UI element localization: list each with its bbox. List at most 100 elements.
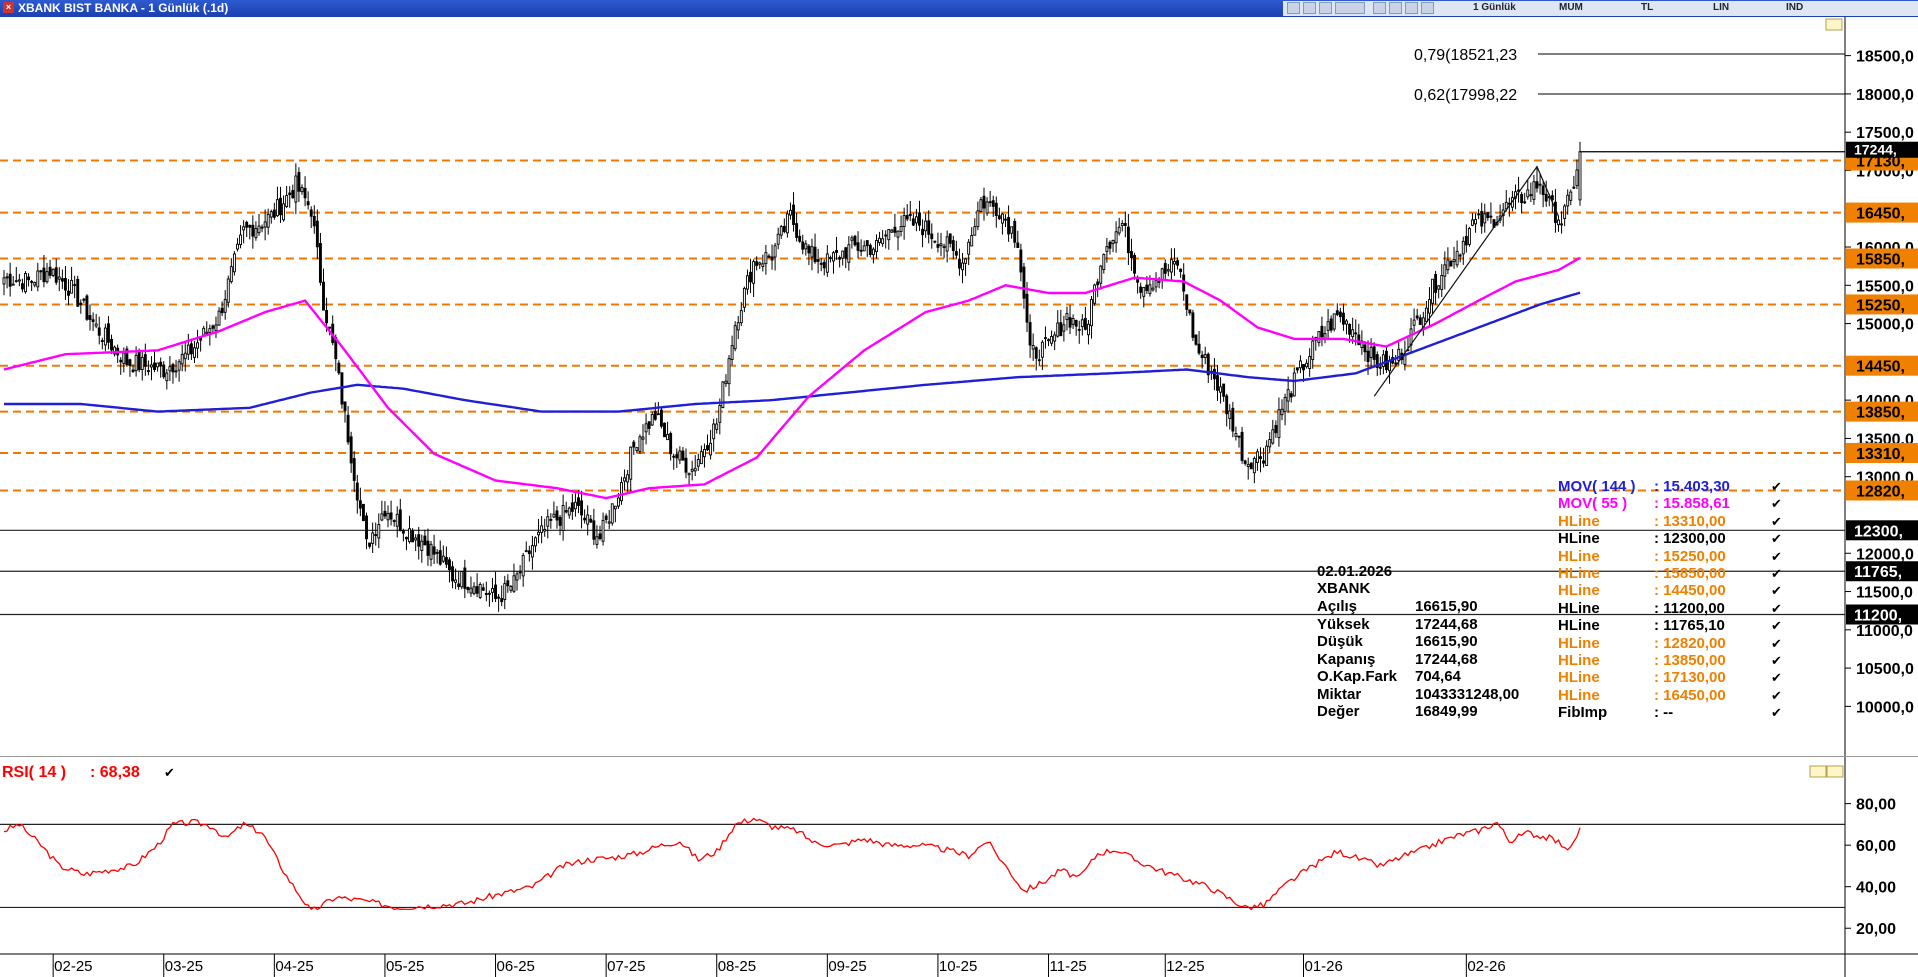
candle-body — [1093, 284, 1097, 304]
candle-body — [1037, 359, 1041, 362]
candle-body — [260, 226, 264, 229]
candle-body — [398, 509, 402, 531]
legend-visible-check-icon[interactable]: ✔ — [1771, 618, 1782, 634]
candle-body — [365, 515, 368, 540]
candle-body — [1474, 219, 1477, 225]
legend-visible-check-icon[interactable]: ✔ — [1771, 496, 1782, 512]
x-tick-label: 11-25 — [1050, 958, 1087, 975]
candle-body — [303, 187, 307, 199]
legend-visible-check-icon[interactable]: ✔ — [1771, 600, 1782, 616]
candle-body — [45, 271, 49, 283]
candle-body — [1090, 299, 1093, 327]
legend-visible-check-icon[interactable]: ✔ — [1771, 583, 1782, 599]
candle-body — [875, 240, 878, 253]
candle-body — [1120, 223, 1124, 227]
candle-body — [236, 243, 239, 250]
candle-body — [1372, 346, 1376, 360]
candle-body — [948, 233, 952, 244]
currency-selector[interactable]: TL — [1641, 2, 1654, 13]
candle-body — [1529, 194, 1533, 197]
candle-body — [1268, 439, 1272, 448]
window-title: XBANK BIST BANKA - 1 Günlük (.1d) — [18, 1, 229, 15]
candle-body — [1326, 321, 1330, 331]
legend-visible-check-icon[interactable]: ✔ — [1771, 670, 1782, 686]
candle-body — [1308, 356, 1312, 369]
candle-body — [91, 319, 95, 323]
candle-body — [1483, 213, 1487, 224]
legend-item-name: HLine — [1558, 512, 1600, 530]
candle-body — [1569, 191, 1573, 201]
candle-body — [73, 284, 77, 287]
candle-body — [964, 258, 968, 264]
candle-body — [146, 370, 150, 373]
candle-body — [567, 507, 571, 516]
legend-visible-check-icon[interactable]: ✔ — [1771, 513, 1782, 529]
candle-body — [137, 350, 141, 371]
grid-icon[interactable] — [1373, 2, 1386, 14]
candle-body — [967, 241, 971, 255]
candle-body — [1169, 259, 1173, 273]
candle-body — [1130, 251, 1133, 259]
legend-visible-check-icon[interactable]: ✔ — [1771, 635, 1782, 651]
candle-body — [322, 281, 325, 311]
candle-body — [1243, 460, 1247, 464]
period-selector[interactable]: 1 Günlük — [1473, 2, 1516, 13]
scale-selector[interactable]: LIN — [1713, 2, 1730, 13]
candle-body — [1461, 240, 1465, 255]
palette-icon[interactable] — [1335, 2, 1365, 14]
legend-visible-check-icon[interactable]: ✔ — [1771, 687, 1782, 703]
link-icon[interactable] — [1421, 2, 1434, 14]
candle-body — [607, 521, 611, 524]
candle-body — [847, 244, 851, 263]
candle-body — [730, 345, 734, 360]
legend-visible-check-icon[interactable]: ✔ — [1771, 653, 1782, 668]
candle-body — [1246, 463, 1250, 467]
info-row-label: Değer — [1317, 703, 1360, 720]
candle-body — [1216, 375, 1219, 391]
candle-body — [1434, 274, 1438, 293]
zoom-in-icon[interactable] — [1287, 2, 1300, 14]
candle-body — [573, 501, 577, 510]
candle-body — [577, 497, 580, 506]
candle-body — [1225, 395, 1229, 415]
candle-body — [374, 534, 378, 537]
hline-price-tag-bg — [1846, 604, 1918, 625]
candle-body — [1068, 317, 1072, 328]
candle-body — [758, 262, 762, 265]
pencil-icon[interactable] — [1389, 2, 1402, 14]
indicator-button[interactable]: IND — [1786, 2, 1804, 13]
chart-toolbar: 1 Günlük MUM TL LIN IND — [1283, 1, 1918, 16]
legend-visible-check-icon[interactable]: ✔ — [1771, 479, 1782, 494]
legend-item-value: : 11765,10 — [1654, 617, 1725, 635]
candle-body — [991, 200, 995, 207]
candle-body — [107, 323, 110, 343]
candle-body — [939, 243, 943, 247]
color-icon[interactable] — [1319, 2, 1332, 14]
window-menu-icon[interactable]: × — [3, 2, 14, 13]
candle-body — [1338, 311, 1342, 318]
legend-visible-check-icon[interactable]: ✔ — [1771, 566, 1782, 581]
chart-type-selector[interactable]: MUM — [1559, 2, 1583, 13]
candle-body — [401, 530, 405, 534]
candle-body — [1157, 280, 1161, 283]
rsi-chart[interactable]: 80,00 60,00 40,00 20,00 RSI( 14 ): 68,38 ✔ 02-… — [0, 757, 1918, 977]
x-tick-label: 04-25 — [275, 958, 313, 975]
zoom-out-icon[interactable] — [1303, 2, 1316, 14]
candle-body — [742, 287, 746, 308]
price-chart[interactable]: 18500,018000,017500,017000,016000,015500… — [0, 17, 1918, 757]
candle-body — [1394, 362, 1398, 365]
settings-icon[interactable] — [1405, 2, 1418, 14]
x-tick-label: 10-25 — [939, 958, 977, 975]
candle-body — [1274, 424, 1278, 434]
y-tick-label: 15500,0 — [1856, 278, 1914, 295]
hline-price-tag-bg — [1846, 248, 1918, 269]
legend-visible-check-icon[interactable]: ✔ — [1771, 531, 1782, 547]
candle-body — [426, 540, 430, 556]
candle-body — [214, 324, 218, 331]
candle-body — [1028, 322, 1032, 346]
legend-item-value: : 17130,00 — [1654, 669, 1726, 687]
legend-item-name: MOV( 144 ) — [1558, 478, 1636, 495]
candle-body — [481, 587, 485, 591]
legend-visible-check-icon[interactable]: ✔ — [1771, 705, 1782, 721]
legend-visible-check-icon[interactable]: ✔ — [1771, 548, 1782, 564]
